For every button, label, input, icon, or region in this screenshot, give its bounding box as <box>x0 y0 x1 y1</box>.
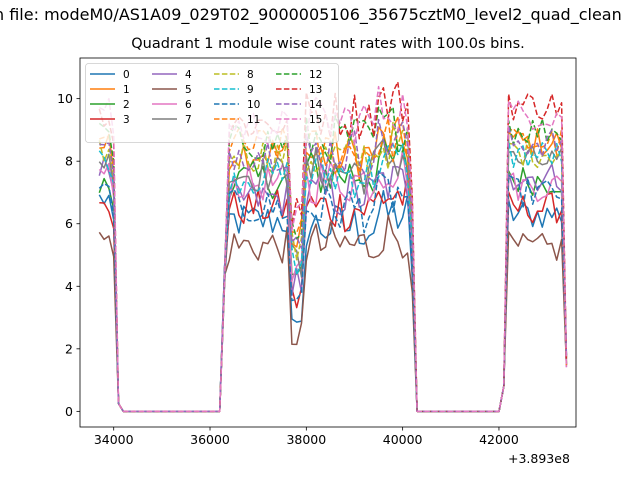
x-tick-label: 36000 <box>190 432 230 447</box>
x-tick-label: 34000 <box>94 432 134 447</box>
legend-label-15: 15 <box>309 114 322 126</box>
series-line-4 <box>98 156 568 413</box>
series-line-5 <box>98 214 568 413</box>
y-axis: 0 2 4 6 8 10 <box>57 91 80 419</box>
legend-label-7: 7 <box>185 114 192 126</box>
legend-label-14: 14 <box>309 99 323 111</box>
legend-label-4: 4 <box>185 69 192 81</box>
x-axis: 34000 36000 38000 40000 42000 <box>94 427 519 447</box>
chart-title: Quadrant 1 module wise count rates with … <box>131 36 525 52</box>
legend-label-0: 0 <box>123 69 130 81</box>
series-line-15 <box>98 85 568 413</box>
series-line-10 <box>98 170 568 413</box>
legend-label-11: 11 <box>247 114 260 126</box>
legend-label-13: 13 <box>309 84 322 96</box>
axes-frame <box>79 57 577 428</box>
legend-label-10: 10 <box>247 99 260 111</box>
y-tick-label: 4 <box>65 279 73 294</box>
legend-label-6: 6 <box>185 99 192 111</box>
legend-label-9: 9 <box>247 84 254 96</box>
legend-label-8: 8 <box>247 69 254 81</box>
legend-box <box>85 63 339 143</box>
series-line-11 <box>99 117 568 413</box>
x-tick-label: 42000 <box>479 432 519 447</box>
legend-label-5: 5 <box>185 84 192 96</box>
series-line-7 <box>98 138 568 413</box>
y-tick-label: 2 <box>65 341 73 356</box>
series-line-14 <box>99 118 568 413</box>
y-tick-label: 10 <box>57 91 73 106</box>
x-offset-label: +3.893e8 <box>508 451 570 466</box>
x-tick-label: 40000 <box>383 432 423 447</box>
figure-suptitle: n file: modeM0/AS1A09_029T02_9000005106_… <box>0 5 622 24</box>
y-tick-label: 0 <box>65 404 73 419</box>
legend-label-12: 12 <box>309 69 322 81</box>
y-tick-label: 6 <box>65 216 73 231</box>
x-tick-label: 38000 <box>286 432 326 447</box>
legend-label-2: 2 <box>123 99 130 111</box>
y-tick-label: 8 <box>65 154 73 169</box>
series-line-9 <box>98 139 568 413</box>
legend-label-1: 1 <box>123 84 130 96</box>
legend-label-3: 3 <box>123 114 130 126</box>
